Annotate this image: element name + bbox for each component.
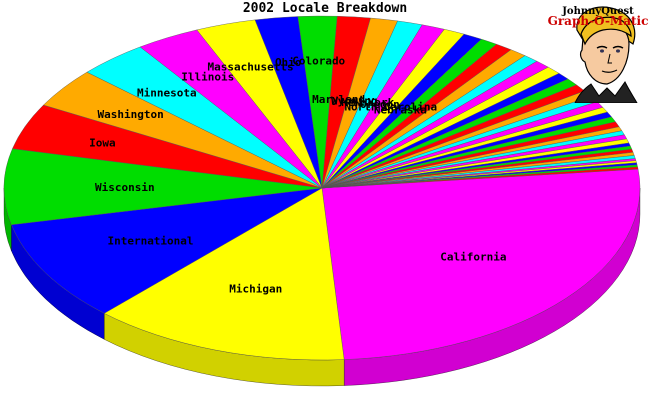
- slice-label-3: Wisconsin: [95, 181, 155, 194]
- cartoon-boy-face-icon: [574, 6, 638, 103]
- slice-label-10: Colorado: [292, 55, 345, 68]
- chart-title: 2002 Locale Breakdown: [242, 1, 408, 16]
- pie-slice-46: [321, 166, 639, 189]
- slice-label-5: Washington: [97, 108, 163, 121]
- slice-label-8: Massachusetts: [208, 61, 294, 74]
- logo-line-2: Graph-O-Matic: [548, 14, 649, 28]
- pie-slice-3: [3, 148, 323, 225]
- slice-label-4: Iowa: [89, 136, 116, 149]
- slice-label-14: Oregon: [360, 98, 400, 111]
- pie-top: [3, 15, 641, 361]
- slice-label-1: Michigan: [229, 283, 282, 296]
- logo-line-1: JohnnyQuest: [561, 6, 634, 17]
- pie-slice-2: [11, 187, 323, 314]
- pie-slice-0: [321, 168, 641, 360]
- slice-label-2: International: [107, 235, 193, 248]
- slice-label-15: North Carolina: [344, 101, 437, 114]
- slice-label-11: Maryland: [312, 93, 365, 106]
- graph-o-matic-logo: JohnnyQuest Graph-O-Matic: [548, 6, 649, 103]
- slice-label-7: Illinois: [181, 71, 234, 84]
- slice-label-9: Ohio: [275, 56, 302, 69]
- slice-label-16: Nebraska: [374, 103, 427, 116]
- slice-label-13: New York: [341, 96, 394, 109]
- slice-label-12: Wyoming: [331, 94, 377, 107]
- slice-label-0: California: [440, 250, 506, 263]
- pie-slice-1: [103, 187, 345, 361]
- slice-label-6: Minnesota: [137, 86, 197, 99]
- pie-labels: California Michigan International Wisconsin…: [89, 55, 506, 296]
